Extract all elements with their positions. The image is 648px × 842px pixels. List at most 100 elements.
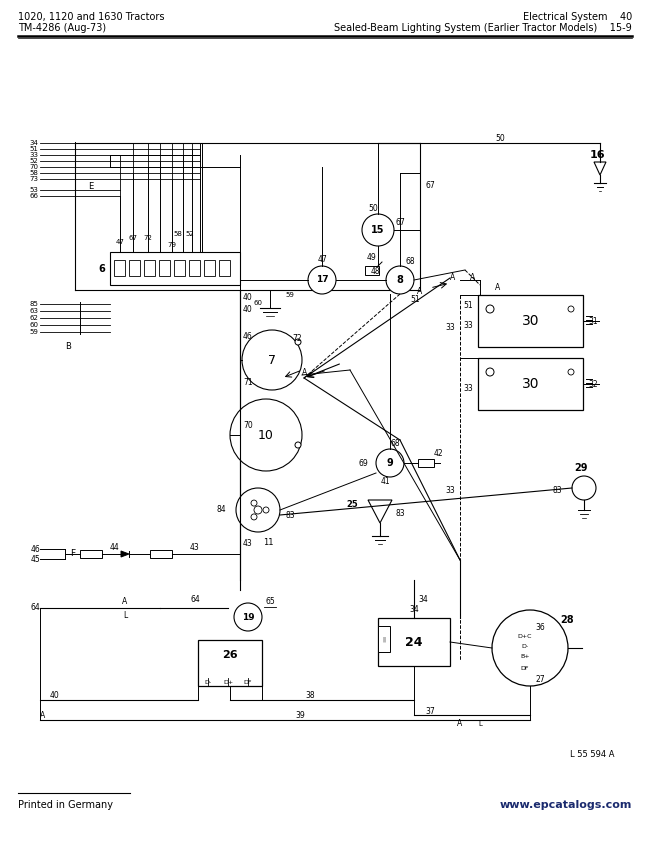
Bar: [378, 626, 390, 652]
Bar: [80, 550, 102, 558]
Text: 47: 47: [115, 239, 124, 245]
Circle shape: [254, 506, 262, 514]
Text: Sealed-Beam Lighting System (Earlier Tractor Models)    15-9: Sealed-Beam Lighting System (Earlier Tra…: [334, 23, 632, 33]
Text: 70: 70: [243, 420, 253, 429]
Circle shape: [362, 214, 394, 246]
Text: 84: 84: [216, 505, 226, 514]
Text: 51: 51: [463, 301, 473, 310]
Text: 17: 17: [316, 275, 329, 285]
Text: 7: 7: [268, 354, 276, 366]
Text: 50: 50: [495, 134, 505, 142]
Text: 48: 48: [371, 268, 380, 276]
Text: D-: D-: [204, 679, 211, 685]
Text: 43: 43: [190, 542, 200, 552]
Text: 60: 60: [253, 300, 262, 306]
Circle shape: [568, 369, 574, 375]
Text: 83: 83: [395, 509, 405, 518]
Bar: [478, 295, 583, 347]
Text: 50: 50: [368, 204, 378, 212]
Text: 70: 70: [29, 164, 38, 170]
Bar: [365, 266, 379, 275]
Text: A: A: [450, 274, 455, 283]
Text: A: A: [302, 367, 307, 376]
Text: 43: 43: [243, 539, 253, 547]
Text: D+C: D+C: [518, 633, 532, 638]
Text: 51: 51: [29, 146, 38, 152]
Text: 72: 72: [144, 235, 152, 241]
Text: 15: 15: [371, 225, 385, 235]
Text: DF: DF: [244, 679, 252, 685]
Text: DF: DF: [521, 665, 529, 670]
Text: Electrical System    40: Electrical System 40: [523, 12, 632, 22]
Circle shape: [236, 488, 280, 532]
Text: 26: 26: [222, 650, 238, 660]
Bar: [110, 252, 240, 285]
Text: 79: 79: [167, 242, 176, 248]
Text: ||: ||: [382, 637, 386, 642]
Circle shape: [295, 442, 301, 448]
Text: 37: 37: [425, 706, 435, 716]
Text: 64: 64: [30, 604, 40, 612]
Text: 51: 51: [410, 296, 420, 305]
Text: 52: 52: [29, 158, 38, 164]
Text: 11: 11: [263, 538, 273, 547]
Text: 59: 59: [285, 292, 294, 298]
Text: 52: 52: [185, 231, 194, 237]
Text: L: L: [478, 721, 482, 727]
Text: 1020, 1120 and 1630 Tractors: 1020, 1120 and 1630 Tractors: [18, 12, 165, 22]
Text: 46: 46: [243, 332, 253, 340]
Text: 33: 33: [445, 323, 455, 333]
Circle shape: [263, 507, 269, 513]
Bar: [114, 260, 125, 276]
Text: 9: 9: [387, 458, 393, 468]
Text: D+: D+: [223, 679, 233, 685]
Text: 83: 83: [286, 510, 295, 520]
Bar: [198, 640, 262, 686]
Text: 47: 47: [317, 255, 327, 264]
Text: www.epcatalogs.com: www.epcatalogs.com: [500, 800, 632, 810]
Bar: [174, 260, 185, 276]
Text: L: L: [123, 610, 127, 620]
Text: TM-4286 (Aug-73): TM-4286 (Aug-73): [18, 23, 106, 33]
Text: 16: 16: [590, 150, 606, 160]
Text: 33: 33: [445, 486, 455, 494]
Text: 40: 40: [243, 306, 253, 315]
Text: 24: 24: [405, 636, 422, 648]
Text: 62: 62: [29, 315, 38, 321]
Bar: [204, 260, 215, 276]
Text: 31: 31: [588, 317, 597, 326]
Text: 40: 40: [50, 691, 60, 701]
Circle shape: [486, 368, 494, 376]
Text: 45: 45: [30, 555, 40, 563]
Text: 33: 33: [29, 152, 38, 158]
Text: 30: 30: [522, 377, 539, 391]
Text: 10: 10: [258, 429, 274, 441]
Text: B+: B+: [520, 653, 530, 658]
Text: 44: 44: [110, 542, 120, 552]
Text: 27: 27: [535, 675, 544, 685]
Text: 58: 58: [174, 231, 183, 237]
Text: 28: 28: [560, 615, 573, 625]
Text: Printed in Germany: Printed in Germany: [18, 800, 113, 810]
Text: 40: 40: [243, 294, 253, 302]
Text: 25: 25: [346, 499, 358, 509]
Text: 36: 36: [535, 623, 545, 632]
Text: 39: 39: [295, 711, 305, 721]
Text: 67: 67: [425, 180, 435, 189]
Text: 64: 64: [190, 595, 200, 605]
Bar: [129, 260, 140, 276]
Circle shape: [295, 339, 301, 345]
Bar: [144, 260, 155, 276]
Text: F: F: [70, 550, 75, 558]
Text: 8: 8: [397, 275, 404, 285]
Text: 68: 68: [405, 258, 415, 267]
Text: 66: 66: [29, 193, 38, 199]
Circle shape: [386, 266, 414, 294]
Circle shape: [251, 514, 257, 520]
Text: 72: 72: [292, 333, 301, 343]
Text: 6: 6: [98, 264, 105, 274]
Text: A: A: [470, 274, 475, 283]
Text: 85: 85: [29, 301, 38, 307]
Text: 33: 33: [463, 321, 473, 329]
Circle shape: [572, 476, 596, 500]
